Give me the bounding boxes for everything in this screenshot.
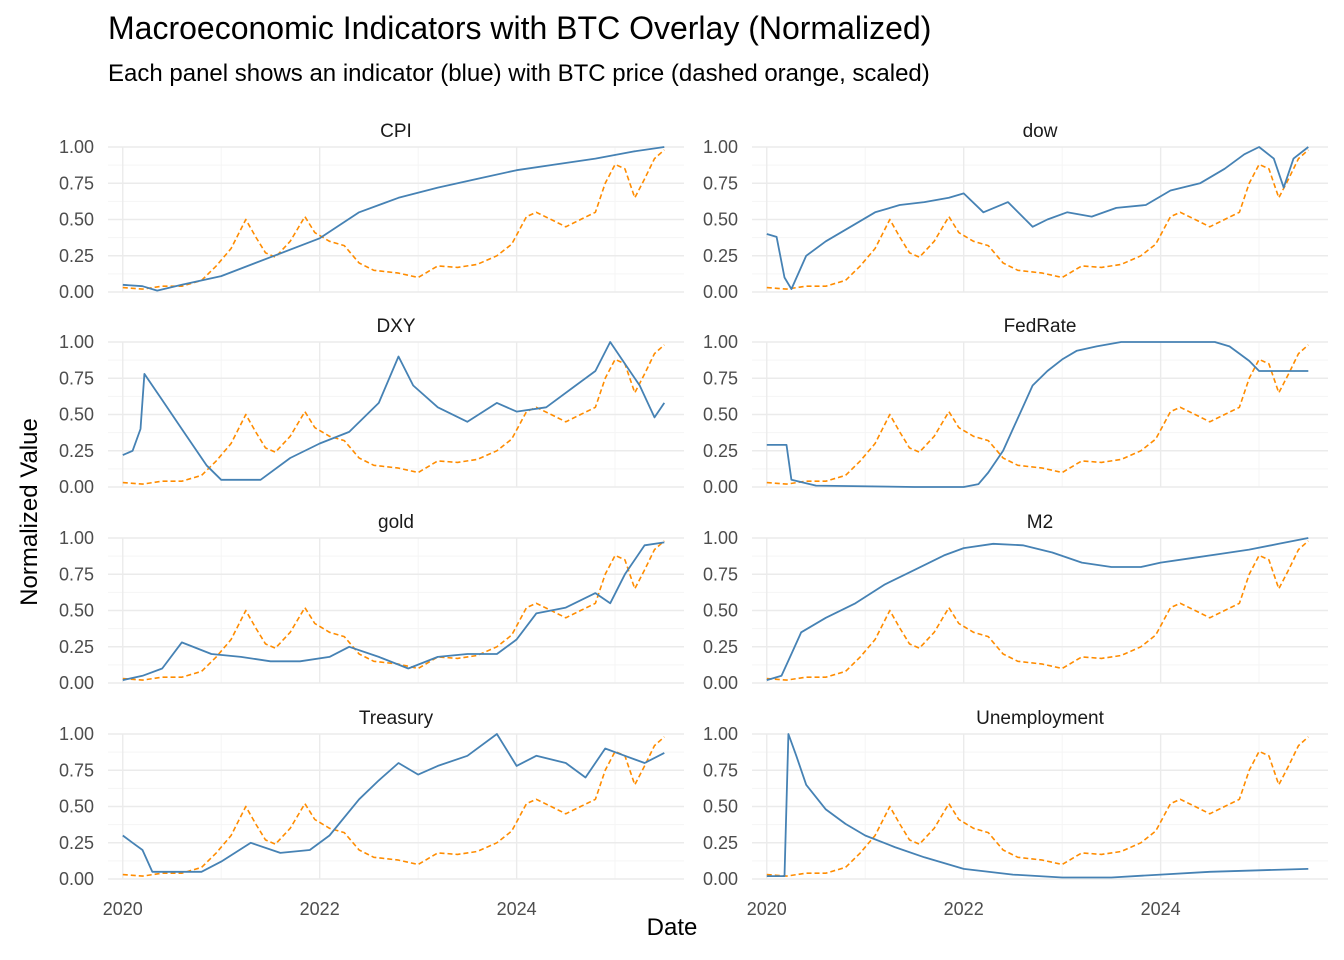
- panel-unemployment: Unemployment 0.00 0.25 0.50 0.75 1.00 2020 2022…: [703, 708, 1328, 919]
- indicator-line-treasury: [122, 733, 665, 873]
- btc-line: [122, 736, 665, 877]
- indicator-line-cpi: [122, 146, 665, 292]
- x-tick-label: 2024: [1141, 899, 1181, 919]
- btc-line: [766, 736, 1309, 877]
- y-tick-label: 0.75: [59, 760, 94, 780]
- y-tick-label: 0.75: [59, 564, 94, 584]
- y-tick-label: 0.50: [59, 405, 94, 425]
- btc-line: [766, 540, 1309, 681]
- panel-title: Unemployment: [976, 708, 1104, 729]
- x-tick-label: 2024: [497, 899, 537, 919]
- y-tick-label: 0.00: [59, 673, 94, 693]
- chart-title: Macroeconomic Indicators with BTC Overla…: [108, 10, 932, 46]
- y-tick-label: 0.00: [703, 282, 738, 302]
- y-tick-label: 0.75: [703, 760, 738, 780]
- y-tick-label: 1.00: [59, 137, 94, 157]
- y-tick-label: 0.00: [703, 477, 738, 497]
- y-tick-label: 0.50: [59, 210, 94, 230]
- indicator-line-unemployment: [766, 733, 1309, 879]
- y-tick-label: 0.75: [703, 564, 738, 584]
- y-tick-label: 0.00: [703, 869, 738, 889]
- panel-title: gold: [378, 512, 414, 533]
- panel-title: M2: [1027, 512, 1053, 533]
- indicator-line-gold: [122, 541, 665, 681]
- panel-title: Treasury: [359, 708, 434, 729]
- x-tick-label: 2020: [103, 899, 143, 919]
- y-tick-label: 0.50: [703, 405, 738, 425]
- y-tick-label: 1.00: [59, 724, 94, 744]
- y-tick-label: 1.00: [703, 528, 738, 548]
- btc-line: [766, 149, 1309, 290]
- chart-subtitle: Each panel shows an indicator (blue) wit…: [108, 60, 930, 87]
- y-tick-label: 0.50: [703, 601, 738, 621]
- panel-treasury: Treasury 0.00 0.25 0.50 0.75 1.00 2020 2022 2024: [59, 708, 684, 919]
- btc-line: [122, 344, 665, 485]
- y-tick-label: 1.00: [703, 332, 738, 352]
- btc-line: [122, 540, 665, 681]
- y-tick-label: 0.50: [703, 210, 738, 230]
- indicator-line-m2: [766, 537, 1309, 681]
- y-tick-label: 0.50: [59, 797, 94, 817]
- y-tick-label: 0.25: [703, 833, 738, 853]
- indicator-line-fedrate: [766, 341, 1309, 488]
- panel-title: FedRate: [1004, 316, 1077, 337]
- y-tick-label: 0.25: [59, 833, 94, 853]
- x-tick-label: 2022: [300, 899, 340, 919]
- x-tick-label: 2022: [944, 899, 984, 919]
- x-tick-label: 2020: [747, 899, 787, 919]
- panel-title: CPI: [380, 121, 412, 142]
- y-tick-label: 0.25: [59, 441, 94, 461]
- panel-gold: gold 0.00 0.25 0.50 0.75 1.00: [59, 512, 684, 693]
- y-tick-label: 0.00: [59, 282, 94, 302]
- y-tick-label: 1.00: [59, 528, 94, 548]
- panel-title: dow: [1023, 121, 1058, 142]
- y-tick-label: 0.00: [59, 477, 94, 497]
- panel-m2: M2 0.00 0.25 0.50 0.75 1.00: [703, 512, 1328, 693]
- y-tick-label: 0.75: [703, 368, 738, 388]
- y-tick-label: 0.00: [59, 869, 94, 889]
- btc-line: [122, 149, 665, 290]
- y-tick-label: 0.25: [59, 637, 94, 657]
- panel-cpi: CPI 0.00 0.25 0.50 0.75 1.00: [59, 121, 684, 302]
- y-tick-label: 1.00: [59, 332, 94, 352]
- y-tick-label: 1.00: [703, 137, 738, 157]
- y-tick-label: 0.75: [59, 368, 94, 388]
- btc-line: [766, 344, 1309, 485]
- y-tick-label: 1.00: [703, 724, 738, 744]
- y-tick-label: 0.00: [703, 673, 738, 693]
- indicator-line-dow: [766, 146, 1309, 291]
- y-tick-label: 0.50: [703, 797, 738, 817]
- y-tick-label: 0.75: [703, 173, 738, 193]
- y-tick-label: 0.25: [59, 246, 94, 266]
- x-axis-label: Date: [646, 914, 698, 941]
- panel-fedrate: FedRate 0.00 0.25 0.50 0.75 1.00: [703, 316, 1328, 497]
- indicator-line-dxy: [122, 341, 666, 481]
- panel-title: DXY: [376, 316, 415, 337]
- y-tick-label: 0.25: [703, 246, 738, 266]
- y-tick-label: 0.75: [59, 173, 94, 193]
- y-axis-label: Normalized Value: [16, 418, 43, 606]
- y-tick-label: 0.25: [703, 441, 738, 461]
- y-tick-label: 0.50: [59, 601, 94, 621]
- panel-dxy: DXY 0.00 0.25 0.50 0.75 1.00: [59, 316, 684, 497]
- y-tick-label: 0.25: [703, 637, 738, 657]
- panel-dow: dow 0.00 0.25 0.50 0.75 1.00: [703, 121, 1328, 302]
